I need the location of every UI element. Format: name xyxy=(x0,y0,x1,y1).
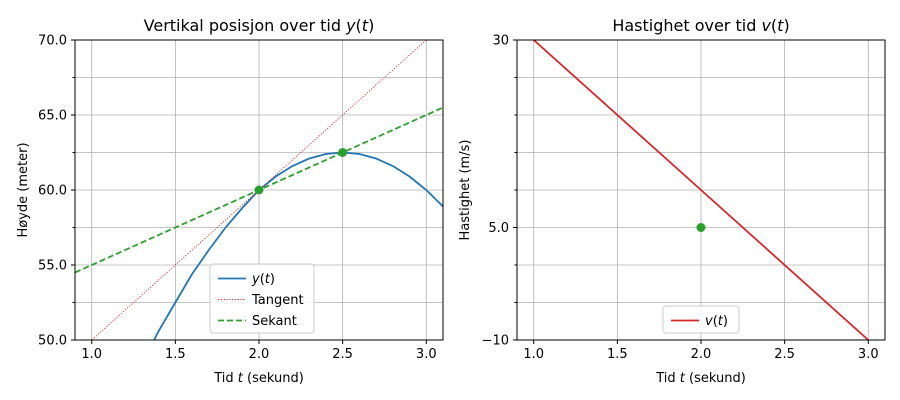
velocity-chart-legend-label: v(t) xyxy=(705,314,728,329)
position-chart-legend-label: y(t) xyxy=(251,272,275,287)
velocity-chart-xtick-label: 1.5 xyxy=(607,347,628,362)
position-chart-xtick-label: 1.5 xyxy=(165,347,186,362)
velocity-chart-series-v-t xyxy=(533,40,869,340)
position-chart-series-y-t xyxy=(153,151,443,340)
position-chart-ytick-label: 55.0 xyxy=(38,259,67,274)
velocity-chart-marker-point xyxy=(696,223,706,232)
velocity-chart-xtick-label: 2.0 xyxy=(691,347,712,362)
position-chart-xlabel: Tid t (sekund) xyxy=(213,371,304,386)
velocity-chart-xlabel: Tid t (sekund) xyxy=(655,371,746,386)
velocity-chart-xtick-label: 3.0 xyxy=(858,347,879,362)
position-chart-ytick-label: 65.0 xyxy=(38,109,67,124)
velocity-chart-ytick-label: −10 xyxy=(482,334,509,349)
velocity-chart-legend: v(t) xyxy=(662,305,740,334)
position-chart-title: Vertikal posisjon over tid y(t) xyxy=(144,16,375,35)
position-chart-marker-point xyxy=(254,185,264,195)
position-chart-ytick-label: 50.0 xyxy=(38,334,67,349)
velocity-chart-xtick-label: 1.0 xyxy=(523,347,544,362)
position-chart-xtick-label: 1.0 xyxy=(81,347,102,362)
velocity-chart-title: Hastighet over tid v(t) xyxy=(612,16,789,35)
velocity-chart-xtick-label: 2.5 xyxy=(774,347,795,362)
position-chart: Vertikal posisjon over tid y(t) Tid t (s… xyxy=(16,16,444,386)
position-chart-xtick-label: 2.0 xyxy=(249,347,270,362)
position-chart-xtick-label: 2.5 xyxy=(332,347,353,362)
position-chart-legend: y(t) Tangent Sekant xyxy=(209,263,315,334)
position-chart-legend-box xyxy=(209,263,315,334)
velocity-chart-legend-box xyxy=(662,305,740,334)
position-chart-ytick-label: 60.0 xyxy=(38,184,67,199)
position-chart-legend-label: Sekant xyxy=(252,314,297,329)
velocity-chart-ytick-label: 5.0 xyxy=(488,221,509,236)
velocity-chart-ytick-label: 30 xyxy=(492,34,509,49)
velocity-chart-ylabel: Hastighet (m/s) xyxy=(458,140,473,241)
position-chart-ytick-label: 70.0 xyxy=(38,34,67,49)
position-chart-legend-label: Tangent xyxy=(251,293,304,308)
position-chart-marker-point xyxy=(338,148,348,157)
position-chart-xtick-label: 3.0 xyxy=(416,347,437,362)
position-chart-ylabel: Høyde (meter) xyxy=(16,142,31,237)
velocity-chart: Hastighet over tid v(t) Tid t (sekund) H… xyxy=(458,16,886,386)
